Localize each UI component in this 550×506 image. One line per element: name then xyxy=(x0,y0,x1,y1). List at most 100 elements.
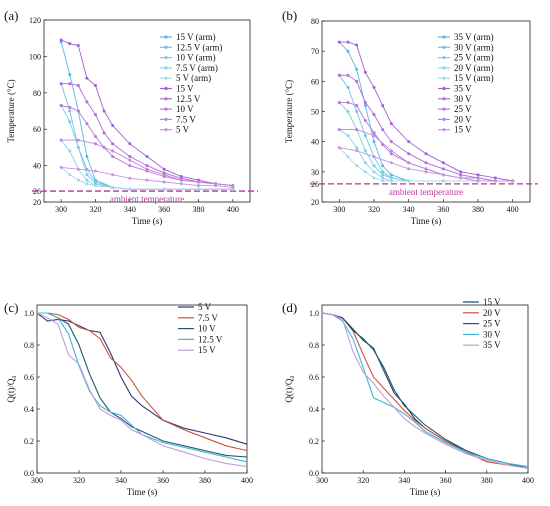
y-axis-label: Q(t)/Q₀ xyxy=(284,375,294,402)
data-point xyxy=(355,146,359,150)
y-tick-label: 30 xyxy=(311,168,319,177)
data-point xyxy=(389,161,393,165)
legend-marker xyxy=(442,66,446,70)
y-tick-label: 20 xyxy=(311,198,319,207)
y-tick-label: 80 xyxy=(311,17,319,26)
data-point xyxy=(424,161,428,165)
legend-label: 12.5 V (arm) xyxy=(176,42,222,52)
data-point xyxy=(363,103,367,107)
data-point xyxy=(145,167,149,171)
data-point xyxy=(355,43,359,47)
data-point xyxy=(162,173,166,177)
y-tick-label: 80 xyxy=(33,89,41,98)
data-point xyxy=(128,158,132,162)
legend-marker xyxy=(442,86,446,91)
data-point xyxy=(381,164,385,168)
data-point xyxy=(59,38,63,42)
y-tick-label: 0.2 xyxy=(309,437,319,446)
data-point xyxy=(128,142,132,146)
data-point xyxy=(407,140,411,144)
data-point xyxy=(76,138,80,142)
legend-label: 25 V xyxy=(454,104,472,114)
y-tick-label: 50 xyxy=(311,108,319,117)
data-point xyxy=(94,169,97,173)
legend-label: 7.5 V xyxy=(176,114,196,124)
x-axis-label: Time (s) xyxy=(411,216,441,226)
series-line xyxy=(36,312,248,468)
data-point xyxy=(441,161,445,165)
data-point xyxy=(363,134,367,138)
panel-c: (c) 300 320 340 360 380 400 0.0 0.2 0.4 0.6 0.8 1.0 T… xyxy=(4,300,253,497)
x-tick-label: 300 xyxy=(55,205,67,214)
data-point xyxy=(68,73,72,77)
legend-marker xyxy=(442,117,446,121)
legend-marker xyxy=(164,128,168,132)
data-point xyxy=(111,185,115,189)
data-point xyxy=(59,165,63,169)
data-point xyxy=(441,179,445,183)
y-tick-label: 0.6 xyxy=(309,373,319,382)
x-axis-label: Time (s) xyxy=(127,487,157,497)
data-point xyxy=(381,173,385,177)
legend-label: 20 V xyxy=(454,114,472,124)
data-point xyxy=(381,176,385,180)
series-12-5-v xyxy=(37,312,248,463)
data-point xyxy=(389,176,393,180)
legend-label: 15 V xyxy=(483,297,501,307)
plot-frame xyxy=(36,304,248,474)
data-point xyxy=(68,149,72,153)
data-point xyxy=(179,178,183,182)
data-point xyxy=(389,179,393,183)
y-tick-label: 0.0 xyxy=(309,469,319,478)
data-point xyxy=(407,167,411,171)
data-point xyxy=(381,103,385,107)
data-point xyxy=(94,184,97,188)
legend-label: 25 V xyxy=(483,319,501,329)
x-tick-label: 360 xyxy=(437,205,449,214)
x-tick-label: 340 xyxy=(115,476,127,485)
data-point xyxy=(493,179,497,183)
data-point xyxy=(424,170,428,174)
y-tick-label: 70 xyxy=(311,47,319,56)
series-5-v xyxy=(36,312,248,445)
y-tick-label: 60 xyxy=(33,125,41,134)
x-tick-label: 400 xyxy=(227,205,239,214)
data-point xyxy=(111,149,115,153)
legend-label: 5 V xyxy=(176,125,190,135)
data-point xyxy=(85,100,89,104)
y-tick-label: 0.0 xyxy=(24,469,34,478)
y-tick-label: 0.6 xyxy=(24,373,34,382)
data-point xyxy=(128,155,132,158)
data-point xyxy=(407,179,411,183)
data-point xyxy=(231,185,235,189)
panel-label: (c) xyxy=(4,300,18,315)
data-point xyxy=(372,131,376,135)
series-line xyxy=(321,312,529,469)
x-tick-label: 300 xyxy=(316,476,328,485)
data-point xyxy=(85,76,89,80)
data-point xyxy=(363,161,367,165)
data-point xyxy=(111,173,115,177)
legend-label: 10 V (arm) xyxy=(176,53,216,63)
data-point xyxy=(111,142,115,146)
data-point xyxy=(197,184,200,188)
x-tick-label: 380 xyxy=(481,476,493,485)
x-axis-label: Time (s) xyxy=(132,216,162,226)
ambient-temperature-annotation: ambient temperature xyxy=(389,187,463,197)
series-15-v xyxy=(36,312,248,468)
y-tick-label: 0.8 xyxy=(24,341,34,350)
legend-marker xyxy=(442,45,446,49)
legend-label: 12.5 V xyxy=(198,334,223,344)
legend-label: 5 V xyxy=(198,302,212,312)
legend-label: 12.5 V xyxy=(176,94,201,104)
series-25-v xyxy=(321,312,529,469)
x-tick-label: 380 xyxy=(199,476,211,485)
legend-marker xyxy=(442,128,446,132)
data-point xyxy=(389,140,393,144)
x-tick-label: 340 xyxy=(403,205,415,214)
data-point xyxy=(355,149,359,153)
legend-marker xyxy=(442,97,446,101)
data-point xyxy=(85,122,89,126)
panel-d: (d) 300 320 340 360 380 400 0.0 0.2 0.4 0.6 0.8 1.0 T… xyxy=(282,297,534,497)
data-point xyxy=(381,170,385,174)
